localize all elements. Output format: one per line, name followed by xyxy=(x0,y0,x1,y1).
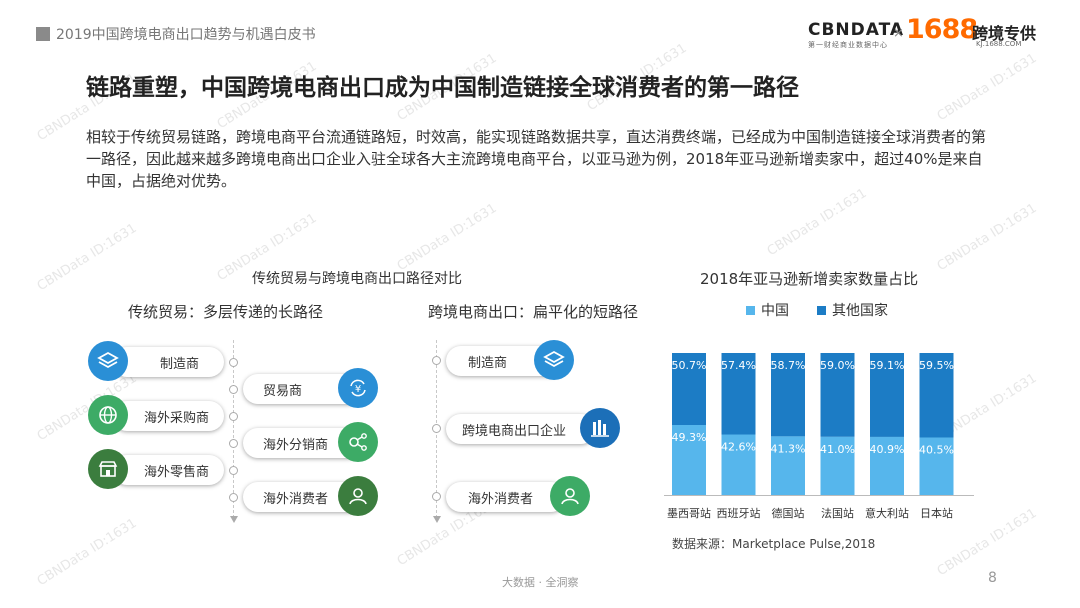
page-number: 8 xyxy=(988,570,997,586)
crossborder-step-enterprise: 跨境电商出口企业 xyxy=(446,414,596,444)
intro-paragraph: 相较于传统贸易链路，跨境电商平台流通链路短，时效高，能实现链路数据共享，直达消费… xyxy=(86,128,987,190)
bar-value-label: 59.1% xyxy=(870,359,905,372)
timeline-node xyxy=(432,424,441,433)
timeline-node xyxy=(229,412,238,421)
traditional-step-buyer: 海外采购商 xyxy=(112,401,224,431)
logo-separator: × xyxy=(893,26,904,41)
timeline-node xyxy=(229,466,238,475)
chart-title: 2018年亚马逊新增卖家数量占比 xyxy=(700,270,919,288)
step-label: 海外消费者 xyxy=(468,491,534,507)
footer-text: 大数据 · 全洞察 xyxy=(502,576,579,589)
layers-icon xyxy=(88,341,128,381)
timeline-node xyxy=(229,439,238,448)
yen-exchange-icon: ¥ xyxy=(338,368,378,408)
watermark-text: CBNData ID:1631 xyxy=(394,200,500,275)
cbndata-logo-subtitle: 第一财经商业数据中心 xyxy=(808,41,888,49)
watermark-text: CBNData ID:1631 xyxy=(34,515,140,590)
traditional-step-manufacturer: 制造商 xyxy=(112,347,224,377)
bar-value-label: 42.6% xyxy=(721,441,756,454)
chart-legend: 中国 其他国家 xyxy=(746,300,888,320)
bar-china-4 xyxy=(870,436,904,495)
page-title: 链路重塑，中国跨境电商出口成为中国制造链接全球消费者的第一路径 xyxy=(86,75,799,101)
step-label: 跨境电商出口企业 xyxy=(462,423,567,439)
svg-text:¥: ¥ xyxy=(355,384,361,395)
cbndata-logo: CBNDATA xyxy=(808,20,905,40)
bar-value-label: 57.4% xyxy=(721,359,756,372)
logo-1688: 1688 xyxy=(906,14,978,45)
stacked-bar-chart: 49.3% 50.7% 墨西哥站 42.6% 57.4% 西班牙站 41.3% 58.7% 德国… xyxy=(664,353,974,520)
legend-label-china: 中国 xyxy=(761,303,789,319)
step-label: 海外消费者 xyxy=(263,491,329,507)
user-icon xyxy=(338,476,378,516)
shop-icon xyxy=(88,449,128,489)
x-tick-label: 德国站 xyxy=(772,506,805,520)
globe-icon xyxy=(88,395,128,435)
bar-other-5 xyxy=(919,353,954,438)
legend-swatch-china xyxy=(746,305,755,315)
bar-value-label: 40.5% xyxy=(919,443,954,456)
user-icon xyxy=(550,476,590,516)
bar-value-label: 41.3% xyxy=(771,442,806,455)
traditional-timeline-arrow xyxy=(230,516,238,523)
step-label: 海外分销商 xyxy=(263,437,329,453)
report-header: 2019中国跨境电商出口趋势与机遇白皮书 xyxy=(36,24,316,44)
traditional-path-title: 传统贸易：多层传递的长路径 xyxy=(128,303,324,321)
comparison-title: 传统贸易与跨境电商出口路径对比 xyxy=(252,271,462,287)
kuajing-logo: 跨境专供 xyxy=(972,24,1037,43)
bar-china-3 xyxy=(820,436,855,495)
crossborder-timeline-arrow xyxy=(433,516,441,523)
timeline-node xyxy=(229,493,238,502)
kuajing-logo-subtitle: KJ.1688.COM xyxy=(976,40,1022,48)
bar-value-label: 41.0% xyxy=(820,443,855,456)
bar-other-1 xyxy=(721,353,756,435)
step-label: 贸易商 xyxy=(263,383,303,399)
bar-china-2 xyxy=(771,436,805,495)
x-tick-label: 西班牙站 xyxy=(717,506,761,520)
report-title: 2019中国跨境电商出口趋势与机遇白皮书 xyxy=(56,27,316,43)
bar-other-2 xyxy=(771,353,805,437)
timeline-node xyxy=(229,358,238,367)
bar-other-3 xyxy=(820,353,855,437)
bar-china-5 xyxy=(919,437,954,495)
distribution-icon xyxy=(338,422,378,462)
data-source: 数据来源：Marketplace Pulse,2018 xyxy=(672,537,876,551)
bar-value-label: 40.9% xyxy=(870,443,905,456)
traditional-timeline-line xyxy=(233,340,234,518)
bar-value-label: 50.7% xyxy=(672,359,707,372)
header-square-icon xyxy=(36,27,50,41)
watermark-text: CBNData ID:1631 xyxy=(764,185,870,260)
watermark-text: CBNData ID:1631 xyxy=(34,220,140,295)
bar-value-label: 59.5% xyxy=(919,359,954,372)
timeline-node xyxy=(432,492,441,501)
bar-value-label: 58.7% xyxy=(771,359,806,372)
legend-label-other: 其他国家 xyxy=(832,303,888,319)
bar-other-4 xyxy=(870,353,904,437)
legend-swatch-other xyxy=(817,305,826,315)
bar-china-1 xyxy=(721,434,756,495)
traditional-step-retailer: 海外零售商 xyxy=(112,455,224,485)
x-tick-label: 日本站 xyxy=(920,506,953,520)
watermark-text: CBNData ID:1631 xyxy=(934,200,1040,275)
step-label: 制造商 xyxy=(160,356,200,372)
x-tick-label: 法国站 xyxy=(821,506,854,520)
x-tick-label: 墨西哥站 xyxy=(667,506,711,520)
crossborder-path-title: 跨境电商出口：扁平化的短路径 xyxy=(428,303,639,321)
step-label: 制造商 xyxy=(468,355,508,371)
step-label: 海外采购商 xyxy=(144,410,210,426)
timeline-node xyxy=(432,356,441,365)
bar-other-0 xyxy=(672,353,706,425)
bar-value-label: 59.0% xyxy=(820,359,855,372)
layers-icon xyxy=(534,340,574,380)
crossborder-step-consumer: 海外消费者 xyxy=(446,482,566,512)
building-icon xyxy=(580,408,620,448)
timeline-node xyxy=(229,385,238,394)
x-tick-label: 意大利站 xyxy=(865,506,909,520)
step-label: 海外零售商 xyxy=(144,464,210,480)
watermark-text: CBNData ID:1631 xyxy=(934,50,1040,125)
bar-value-label: 49.3% xyxy=(672,431,707,444)
bar-china-0 xyxy=(672,424,706,495)
